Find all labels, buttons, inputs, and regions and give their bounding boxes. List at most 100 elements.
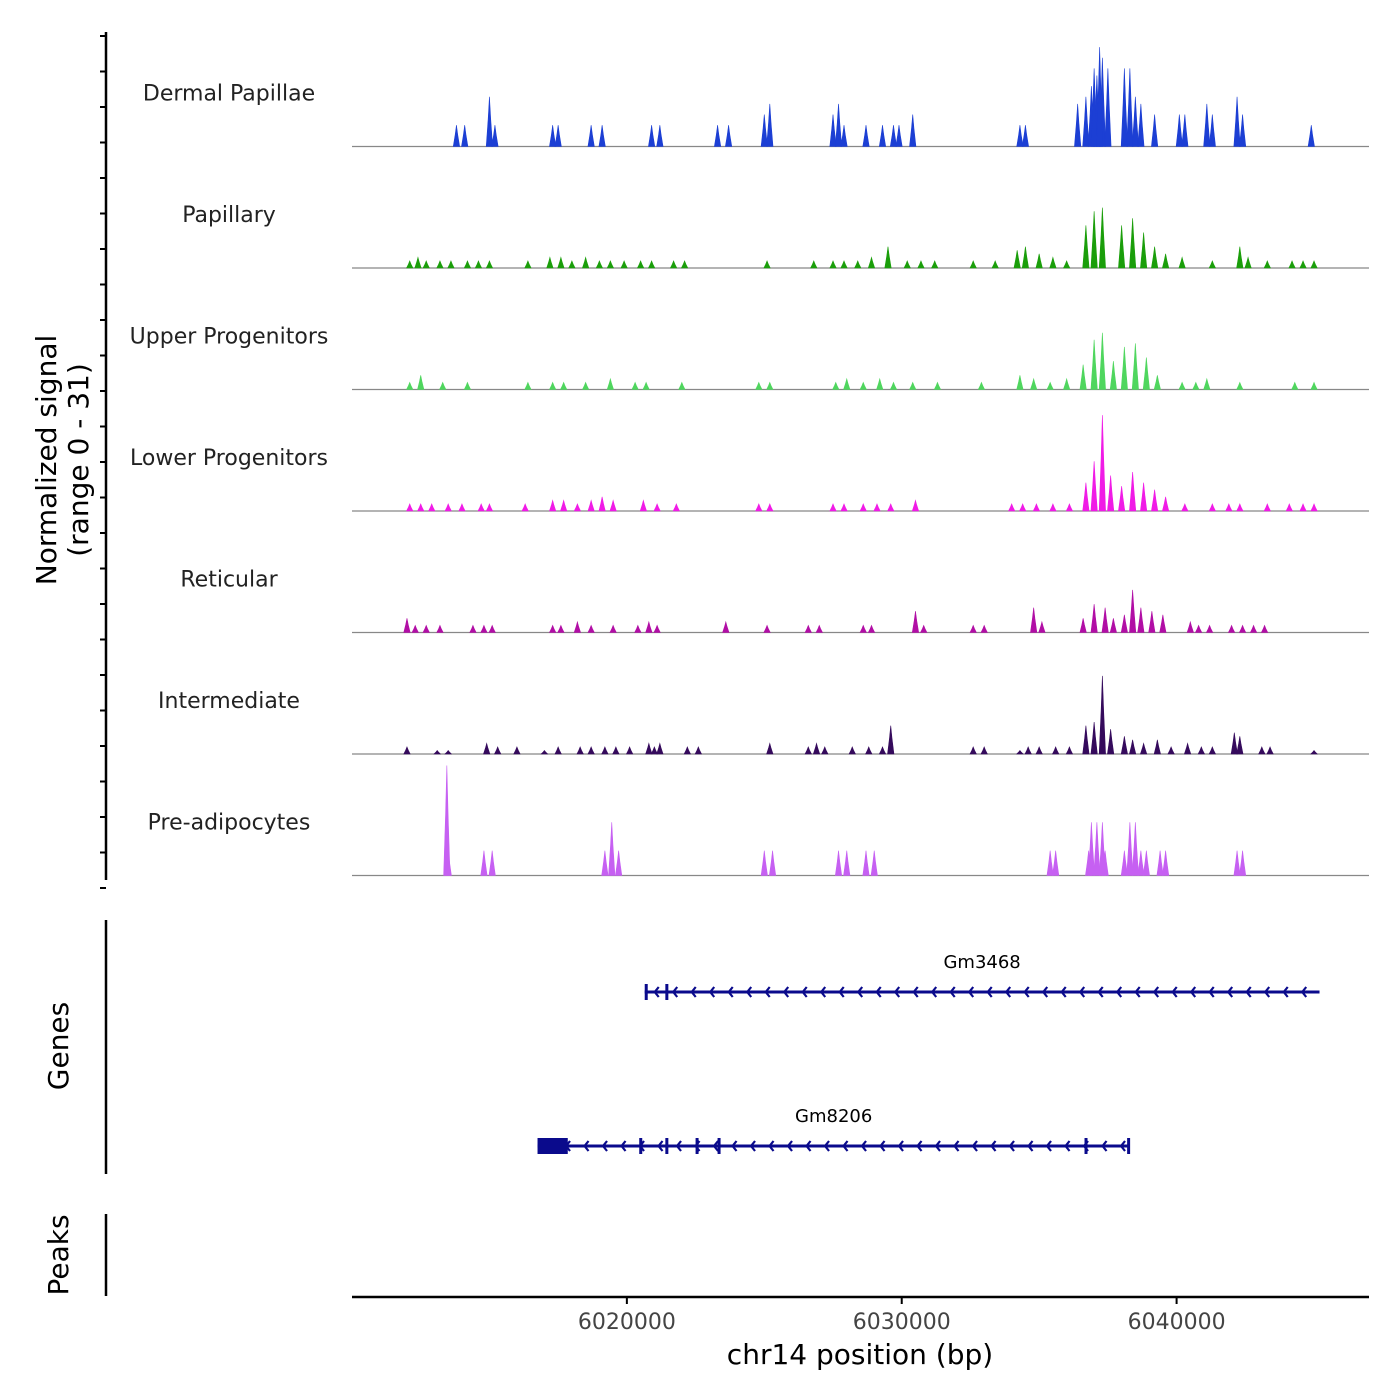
signal-peak <box>576 746 584 755</box>
signal-peak <box>581 381 590 390</box>
signal-peak <box>1156 850 1164 876</box>
signal-peak <box>1046 381 1054 390</box>
signal-peak <box>549 499 557 512</box>
signal-peak <box>477 503 485 512</box>
signal-peak <box>436 260 444 269</box>
signal-peak <box>615 850 623 876</box>
signal-peak <box>1151 246 1159 269</box>
strand-arrow <box>1282 986 1289 998</box>
signal-peak <box>672 503 681 512</box>
signal-peak <box>931 260 939 269</box>
signal-peak <box>1162 496 1170 512</box>
signal-peak <box>485 96 493 147</box>
signal-peak <box>609 624 617 633</box>
signal-peak <box>1021 125 1029 147</box>
signal-peak <box>848 746 856 755</box>
signal-peak <box>1178 256 1186 269</box>
strand-arrow <box>1208 986 1215 998</box>
strand-arrow <box>860 1140 867 1152</box>
signal-peak <box>1208 260 1217 269</box>
signal-peak <box>760 114 768 147</box>
signal-peak <box>1310 503 1318 512</box>
signal-peak <box>755 503 763 512</box>
strand-arrow <box>801 986 808 998</box>
signal-peak <box>1079 364 1087 390</box>
signal-peak <box>1129 471 1137 512</box>
signal-peak <box>840 125 848 147</box>
signal-peak <box>1062 260 1071 269</box>
signal-peak <box>452 125 461 147</box>
signal-peak <box>1016 749 1024 755</box>
signal-peak <box>1175 114 1183 147</box>
signal-peak <box>1120 736 1128 755</box>
strand-arrow <box>1041 986 1049 998</box>
gene-exon <box>717 1138 721 1154</box>
signal-peak <box>406 260 414 269</box>
gene-exon <box>665 1138 669 1154</box>
strand-arrow <box>653 986 660 998</box>
signal-peak <box>714 125 722 147</box>
signal-peak <box>595 260 604 269</box>
gene-label: Gm3468 <box>943 952 1020 973</box>
signal-peak <box>840 503 848 512</box>
signal-peak <box>859 503 867 512</box>
signal-peak <box>1197 746 1206 755</box>
signal-peak <box>1307 125 1315 147</box>
signal-peak <box>650 746 659 755</box>
signal-peak <box>1021 246 1029 269</box>
signal-peak <box>636 260 645 269</box>
signal-peak <box>1227 624 1236 633</box>
strand-arrow <box>1189 986 1197 998</box>
signal-peak <box>1236 246 1244 269</box>
signal-peak <box>862 850 870 876</box>
signal-peak <box>821 746 829 755</box>
signal-peak <box>1249 624 1258 633</box>
signal-peak <box>601 746 609 755</box>
signal-peak <box>444 503 452 512</box>
signal-peak <box>524 260 532 269</box>
signal-peak <box>815 624 823 633</box>
signal-peak <box>1030 607 1038 633</box>
strand-arrow <box>1263 986 1271 998</box>
signal-peak <box>1131 96 1139 147</box>
signal-peak <box>867 624 876 633</box>
signal-peak <box>873 503 881 512</box>
signal-peak <box>829 260 837 269</box>
signal-peak <box>463 260 472 269</box>
signal-peak <box>648 125 656 147</box>
signal-peak <box>524 381 532 390</box>
strand-arrow <box>1119 1140 1126 1152</box>
signal-peak <box>980 746 988 755</box>
signal-peak <box>1225 503 1233 512</box>
signal-peak <box>867 256 876 269</box>
strand-arrow <box>856 986 864 998</box>
signal-peak <box>969 746 977 755</box>
signal-peak <box>1082 482 1090 512</box>
signal-peak <box>1236 736 1244 755</box>
signal-peak <box>1126 68 1134 147</box>
signal-peak <box>1051 746 1060 755</box>
signal-peak <box>878 746 887 755</box>
signal-peak <box>540 749 549 755</box>
signal-peak <box>1142 357 1150 390</box>
signal-peak <box>1052 850 1060 876</box>
strand-arrow <box>712 1140 719 1152</box>
signal-peak <box>895 125 903 147</box>
track-pre-adipocytes: Pre-adipocytes <box>148 765 1369 877</box>
signal-peak <box>1087 822 1095 876</box>
signal-peak <box>834 850 843 876</box>
signal-peak <box>1239 850 1247 876</box>
signal-peak <box>1153 375 1161 390</box>
gene-exon <box>665 984 669 1000</box>
signal-peak <box>1148 611 1156 633</box>
signal-peak <box>428 503 436 512</box>
signal-peak <box>829 503 837 512</box>
signal-peak <box>480 624 488 633</box>
signal-peak <box>587 746 595 755</box>
signal-peak <box>1090 339 1098 390</box>
signal-peak <box>911 611 920 633</box>
signal-peak <box>403 618 411 633</box>
strand-arrow <box>1004 986 1012 998</box>
signal-peak <box>887 725 895 755</box>
gene-gm3468: Gm3468 <box>644 952 1320 1000</box>
